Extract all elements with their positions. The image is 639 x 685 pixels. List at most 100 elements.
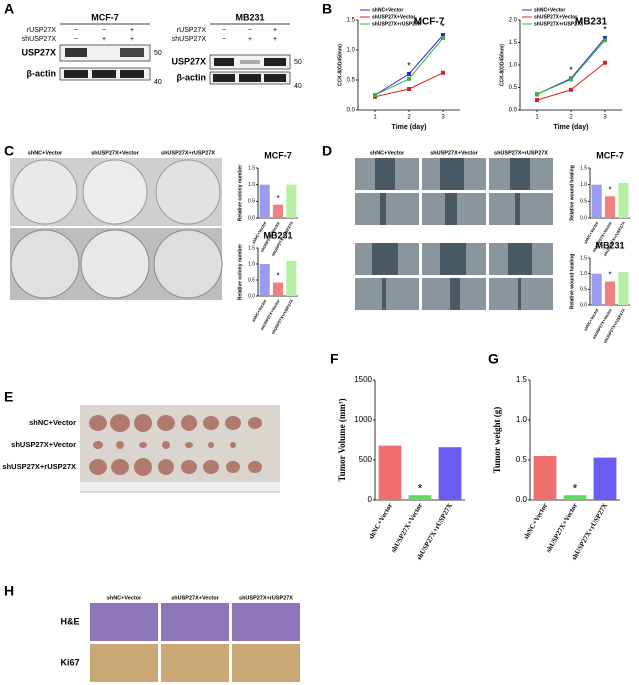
series-line	[374, 72, 444, 98]
column-header: shUSP27X+rUSP27X	[161, 150, 215, 156]
annotation: *	[276, 194, 279, 203]
panel-letter: F	[330, 351, 339, 367]
panel-letter: G	[488, 351, 499, 367]
mw-marker: 50	[294, 59, 302, 66]
point	[603, 36, 607, 40]
x-axis-label: Time (day)	[554, 124, 589, 131]
y-tick-label: 1.0	[347, 48, 356, 54]
annotation: *	[407, 60, 411, 70]
legend-label: shNC+Vector	[372, 7, 403, 13]
point	[407, 87, 411, 91]
column-header: shUSP27X+rUSP27X	[239, 595, 293, 601]
y-tick-label: 0.5	[516, 455, 528, 464]
row-label: shUSP27X	[22, 36, 57, 43]
point	[441, 36, 445, 40]
column-header: shUSP27X+Vector	[430, 150, 478, 156]
panel-letter: E	[4, 389, 13, 405]
x-tick-label: shUSP27X+Vector	[389, 502, 424, 554]
column-header: shUSP27X+Vector	[91, 150, 139, 156]
row-label: shUSP27X+rUSP27X	[2, 462, 76, 471]
bar	[438, 447, 462, 500]
band-label: USP27X	[171, 56, 206, 66]
y-tick-label: 0.5	[580, 287, 587, 293]
sign: +	[130, 27, 134, 34]
cell-line: MCF-7	[91, 12, 119, 22]
mw-marker: 40	[154, 79, 162, 86]
point	[535, 98, 539, 103]
sign: −	[248, 27, 252, 34]
y-tick-label: 1.0	[509, 63, 518, 69]
x-tick-label: 3	[603, 115, 607, 121]
chart-title: MB231	[263, 230, 292, 240]
sign: +	[248, 36, 252, 43]
x-tick-label: shUSP27X+Vector	[544, 502, 579, 554]
chart-title: MB231	[595, 240, 624, 250]
sign: −	[222, 27, 226, 34]
chart-title: MB231	[575, 17, 608, 28]
y-tick-label: 0.0	[516, 495, 528, 504]
y-axis-label: Relative wound healing	[569, 165, 575, 221]
y-tick-label: 1.5	[248, 165, 255, 171]
y-axis-label: Tumor weight (g)	[492, 407, 502, 474]
y-tick-label: 0.5	[580, 199, 587, 205]
x-tick-label: 2	[407, 115, 411, 121]
bar	[259, 264, 270, 296]
annotation: *	[573, 481, 578, 495]
annotation: *	[608, 185, 611, 194]
bar	[591, 184, 602, 218]
point	[373, 93, 377, 97]
bar	[591, 273, 602, 305]
y-tick-label: 0.0	[509, 108, 518, 114]
annotation: *	[603, 24, 607, 34]
point	[535, 92, 539, 97]
point	[441, 33, 445, 37]
row-label: H&E	[60, 616, 79, 626]
row-label: shUSP27X+Vector	[11, 440, 76, 449]
column-header: shUSP27X+Vector	[171, 595, 219, 601]
y-tick-label: 1.5	[580, 165, 587, 171]
y-axis-label: Relative colony number	[237, 244, 243, 300]
annotation: *	[276, 272, 279, 281]
point	[407, 76, 411, 81]
y-tick-label: 1.5	[580, 255, 587, 261]
bar	[286, 260, 297, 296]
row-label: Ki67	[60, 657, 79, 667]
y-tick-label: 0.5	[248, 199, 255, 205]
bar	[618, 272, 629, 305]
sign: +	[273, 27, 277, 34]
annotation: *	[608, 271, 611, 280]
panel-letter: D	[322, 143, 332, 159]
legend-label: shUSP27X+rUSP27X	[534, 21, 584, 27]
point	[441, 70, 445, 75]
x-tick-label: 2	[569, 115, 573, 121]
y-tick-label: 1.5	[347, 18, 356, 24]
row-label: rUSP27X	[27, 27, 57, 34]
bar	[259, 184, 270, 218]
mw-marker: 50	[154, 50, 162, 57]
cell-line: MB231	[235, 12, 264, 22]
y-axis-label: CCK-8(OD450nm)	[499, 44, 505, 86]
sign: +	[273, 36, 277, 43]
x-tick-label: 1	[535, 115, 539, 121]
y-tick-label: 1.0	[580, 271, 587, 277]
y-tick-label: 0.0	[347, 108, 356, 114]
y-tick-label: 0.5	[248, 277, 255, 283]
column-header: shNC+Vector	[107, 595, 142, 601]
y-tick-label: 1.5	[509, 40, 518, 46]
layout	[10, 44, 553, 682]
y-tick-label: 1.0	[580, 182, 587, 188]
band-label: β-actin	[27, 68, 57, 78]
annotation: *	[441, 21, 445, 31]
bar	[533, 456, 557, 500]
bar	[286, 184, 297, 218]
x-tick-label: 1	[373, 115, 377, 121]
bar	[618, 183, 629, 218]
row-label: rUSP27X	[177, 27, 207, 34]
y-tick-label: 0.0	[580, 215, 587, 221]
bar	[593, 457, 617, 500]
y-tick-label: 0.0	[580, 302, 587, 308]
y-tick-label: 1500	[354, 375, 372, 384]
bar	[272, 204, 284, 218]
chart-title: MCF-7	[414, 17, 445, 28]
sign: −	[222, 36, 226, 43]
